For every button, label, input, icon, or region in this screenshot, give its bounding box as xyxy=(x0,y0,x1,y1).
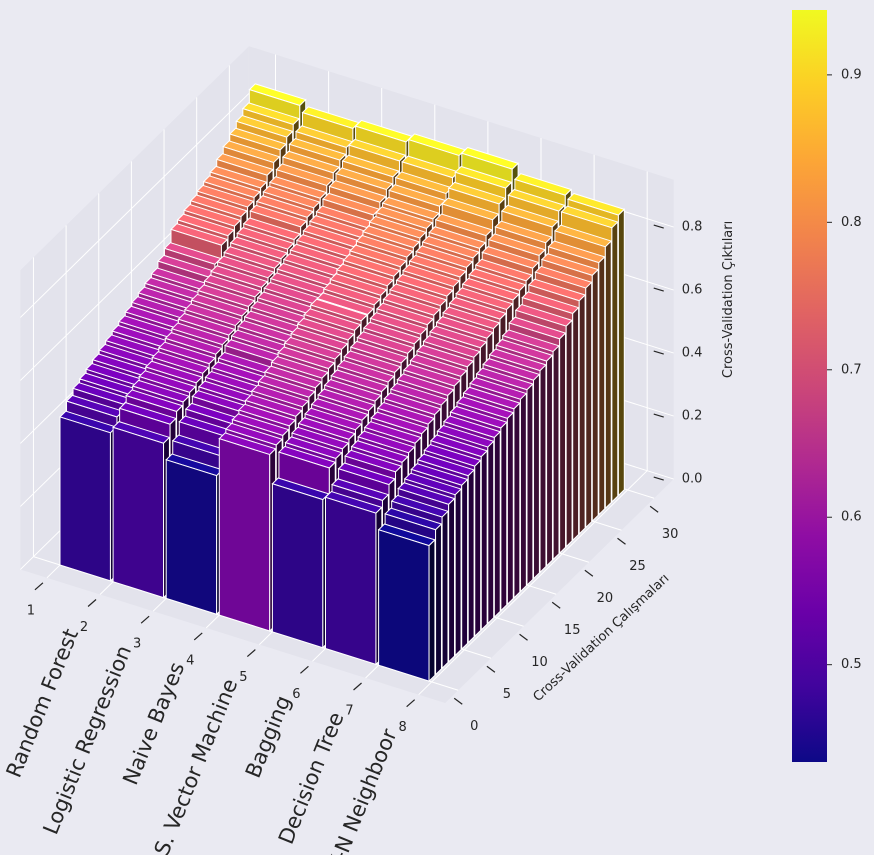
y-tick-label: 10 xyxy=(531,655,548,670)
bar-front xyxy=(112,426,165,599)
tick-mark xyxy=(551,601,561,609)
bar xyxy=(324,490,383,666)
bar-side xyxy=(526,382,534,587)
bar-side xyxy=(467,468,475,644)
tick-mark xyxy=(406,699,416,708)
x-tick-label: 2 xyxy=(80,620,88,635)
bar-side xyxy=(565,319,573,548)
colorbar xyxy=(792,10,827,762)
bar-side xyxy=(500,421,508,612)
bar-side xyxy=(435,522,442,676)
bar xyxy=(112,421,171,599)
x-tick-label: 7 xyxy=(345,704,353,719)
y-tick-label: 5 xyxy=(503,687,511,702)
x-tick-label: 5 xyxy=(239,670,247,685)
category-label: Naive Bayes xyxy=(118,659,189,789)
tick-mark xyxy=(617,537,626,545)
bar-side xyxy=(611,220,619,504)
colorbar-tick-label: 0.7 xyxy=(841,362,862,377)
colorbar-tick-label: 0.5 xyxy=(841,657,862,672)
tick-mark xyxy=(87,599,97,607)
colorbar-tick-label: 0.9 xyxy=(841,67,862,82)
z-tick-label: 0.4 xyxy=(682,346,703,361)
z-axis-label: Cross-Validation Çıktıları xyxy=(721,221,736,378)
bar-side xyxy=(617,208,625,497)
bar-side xyxy=(487,440,495,625)
z-tick-label: 0.6 xyxy=(682,283,703,298)
bar-side xyxy=(559,331,567,555)
x-tick-label: 3 xyxy=(133,637,141,652)
bars xyxy=(59,83,626,683)
bar-side xyxy=(448,497,456,664)
tick-mark xyxy=(519,633,528,641)
bar-side xyxy=(604,239,612,510)
category-label: Bagging xyxy=(241,692,296,781)
colorbar-tick-label: 0.6 xyxy=(841,510,862,525)
x-tick-label: 6 xyxy=(292,687,300,702)
bar-side xyxy=(552,344,560,561)
tick-mark xyxy=(486,665,496,673)
bar-front xyxy=(271,483,324,649)
bar-front xyxy=(165,459,218,615)
x-tick-label: 8 xyxy=(398,720,406,735)
y-tick-label: 25 xyxy=(629,559,646,574)
bar-side xyxy=(519,392,527,593)
bar xyxy=(165,453,224,616)
bar xyxy=(59,410,118,583)
tick-mark xyxy=(584,569,594,577)
bar xyxy=(377,523,436,683)
grid-line xyxy=(418,470,648,696)
category-label: Decision Tree xyxy=(274,709,349,848)
y-tick-label: 30 xyxy=(662,527,679,542)
tick-mark xyxy=(193,632,203,641)
tick-mark xyxy=(653,350,664,355)
bar xyxy=(271,477,330,649)
x-tick-label: 4 xyxy=(186,653,194,668)
tick-mark xyxy=(653,224,664,229)
bar-front xyxy=(59,416,111,582)
z-tick-label: 0.8 xyxy=(682,220,703,235)
bar-side xyxy=(539,363,547,574)
tick-mark xyxy=(300,665,309,674)
x-tick-label: 1 xyxy=(27,603,35,618)
grid-line xyxy=(20,93,250,318)
bar-side xyxy=(480,449,488,632)
tick-mark xyxy=(140,615,150,624)
bar-side xyxy=(454,487,462,657)
tick-mark xyxy=(453,697,463,705)
z-tick-label: 0.0 xyxy=(682,472,703,487)
y-tick-label: 0 xyxy=(470,719,478,734)
bar-side xyxy=(493,430,501,619)
z-tick-label: 0.2 xyxy=(682,409,703,424)
bar-side xyxy=(461,478,469,651)
bar-side xyxy=(546,354,553,568)
bar-side xyxy=(585,281,593,529)
colorbar-tick-label: 0.8 xyxy=(841,215,862,230)
y-tick-label: 15 xyxy=(564,623,581,638)
bar-front xyxy=(218,438,271,632)
bar-front xyxy=(325,496,377,666)
bar-side xyxy=(474,459,482,638)
tick-mark xyxy=(353,682,362,691)
tick-mark xyxy=(34,582,44,591)
tick-mark xyxy=(653,476,664,481)
bar xyxy=(218,432,277,633)
y-tick-label: 20 xyxy=(597,591,614,606)
bar-side xyxy=(428,538,436,683)
bar-side xyxy=(441,510,449,670)
tick-mark xyxy=(653,287,664,292)
bar-side xyxy=(506,411,514,606)
bar-side xyxy=(533,373,540,580)
bar-side xyxy=(598,255,606,516)
bar-side xyxy=(591,268,599,523)
bar-front xyxy=(378,529,430,682)
tick-mark xyxy=(653,413,664,418)
bar-side xyxy=(572,306,580,542)
bar-side xyxy=(578,293,586,536)
bar-side xyxy=(513,401,521,600)
tick-mark xyxy=(246,649,256,658)
tick-mark xyxy=(649,505,659,513)
